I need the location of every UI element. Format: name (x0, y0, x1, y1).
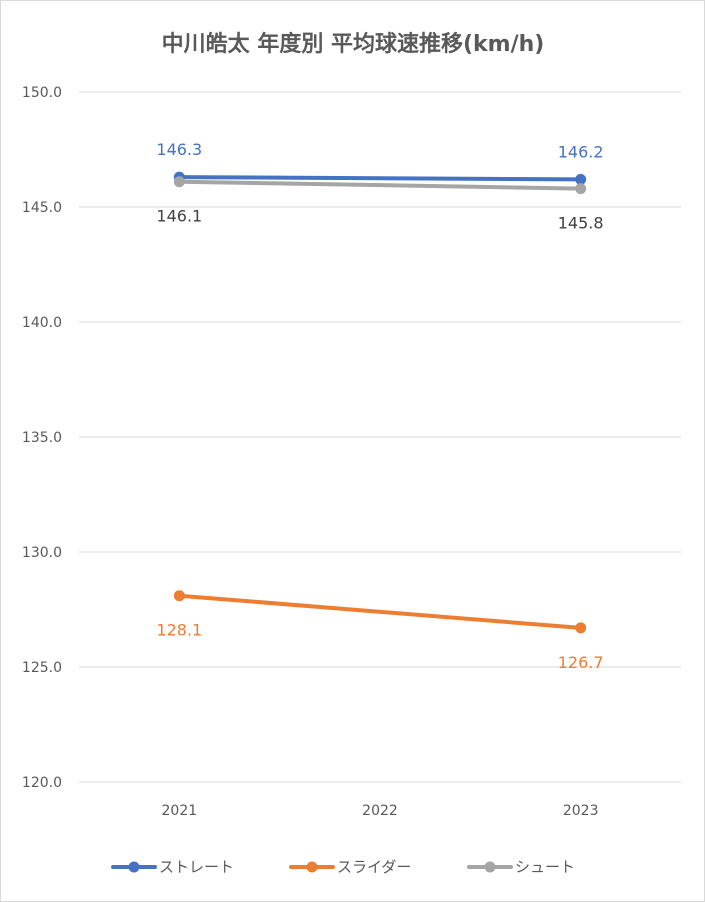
legend-swatch-marker (484, 861, 496, 873)
data-label: 145.8 (558, 214, 604, 233)
x-tick-label: 2022 (362, 803, 398, 819)
legend-label: シュート (515, 858, 575, 876)
data-point (173, 590, 185, 602)
y-tick-label: 145.0 (22, 200, 62, 216)
series-lines (173, 171, 587, 634)
data-point (575, 622, 587, 634)
x-tick-label: 2021 (162, 803, 198, 819)
series-line (177, 175, 583, 182)
legend-swatch-marker (128, 861, 140, 873)
data-point (575, 173, 587, 185)
y-tick-label: 140.0 (22, 315, 62, 331)
series-line (177, 593, 583, 630)
data-point (173, 176, 185, 188)
data-labels: 146.3 146.2 128.1 126.7 146.1 145.8 (156, 140, 603, 672)
legend-label: ストレート (159, 858, 234, 876)
legend-label: スライダー (337, 858, 411, 876)
legend: ストレート スライダー シュート (111, 858, 575, 876)
series-line (177, 179, 583, 191)
data-label: 146.1 (156, 207, 202, 226)
chart-title: 中川皓太 年度別 平均球速推移(km/h) (162, 31, 545, 57)
y-tick-label: 130.0 (22, 545, 62, 561)
legend-swatch-marker (306, 861, 318, 873)
gridlines (79, 91, 681, 783)
x-axis-tick-labels: 2021 2022 2023 (162, 803, 599, 819)
y-tick-label: 135.0 (22, 430, 62, 446)
data-label: 128.1 (156, 621, 202, 640)
data-label: 126.7 (558, 653, 604, 672)
data-label: 146.3 (156, 140, 202, 159)
y-tick-label: 125.0 (22, 660, 62, 676)
data-point (575, 183, 587, 195)
data-label: 146.2 (558, 142, 604, 161)
y-axis-tick-labels: 120.0 125.0 130.0 135.0 140.0 145.0 150.0 (22, 85, 62, 791)
y-tick-label: 120.0 (22, 775, 62, 791)
y-tick-label: 150.0 (22, 85, 62, 101)
x-tick-label: 2023 (563, 803, 599, 819)
